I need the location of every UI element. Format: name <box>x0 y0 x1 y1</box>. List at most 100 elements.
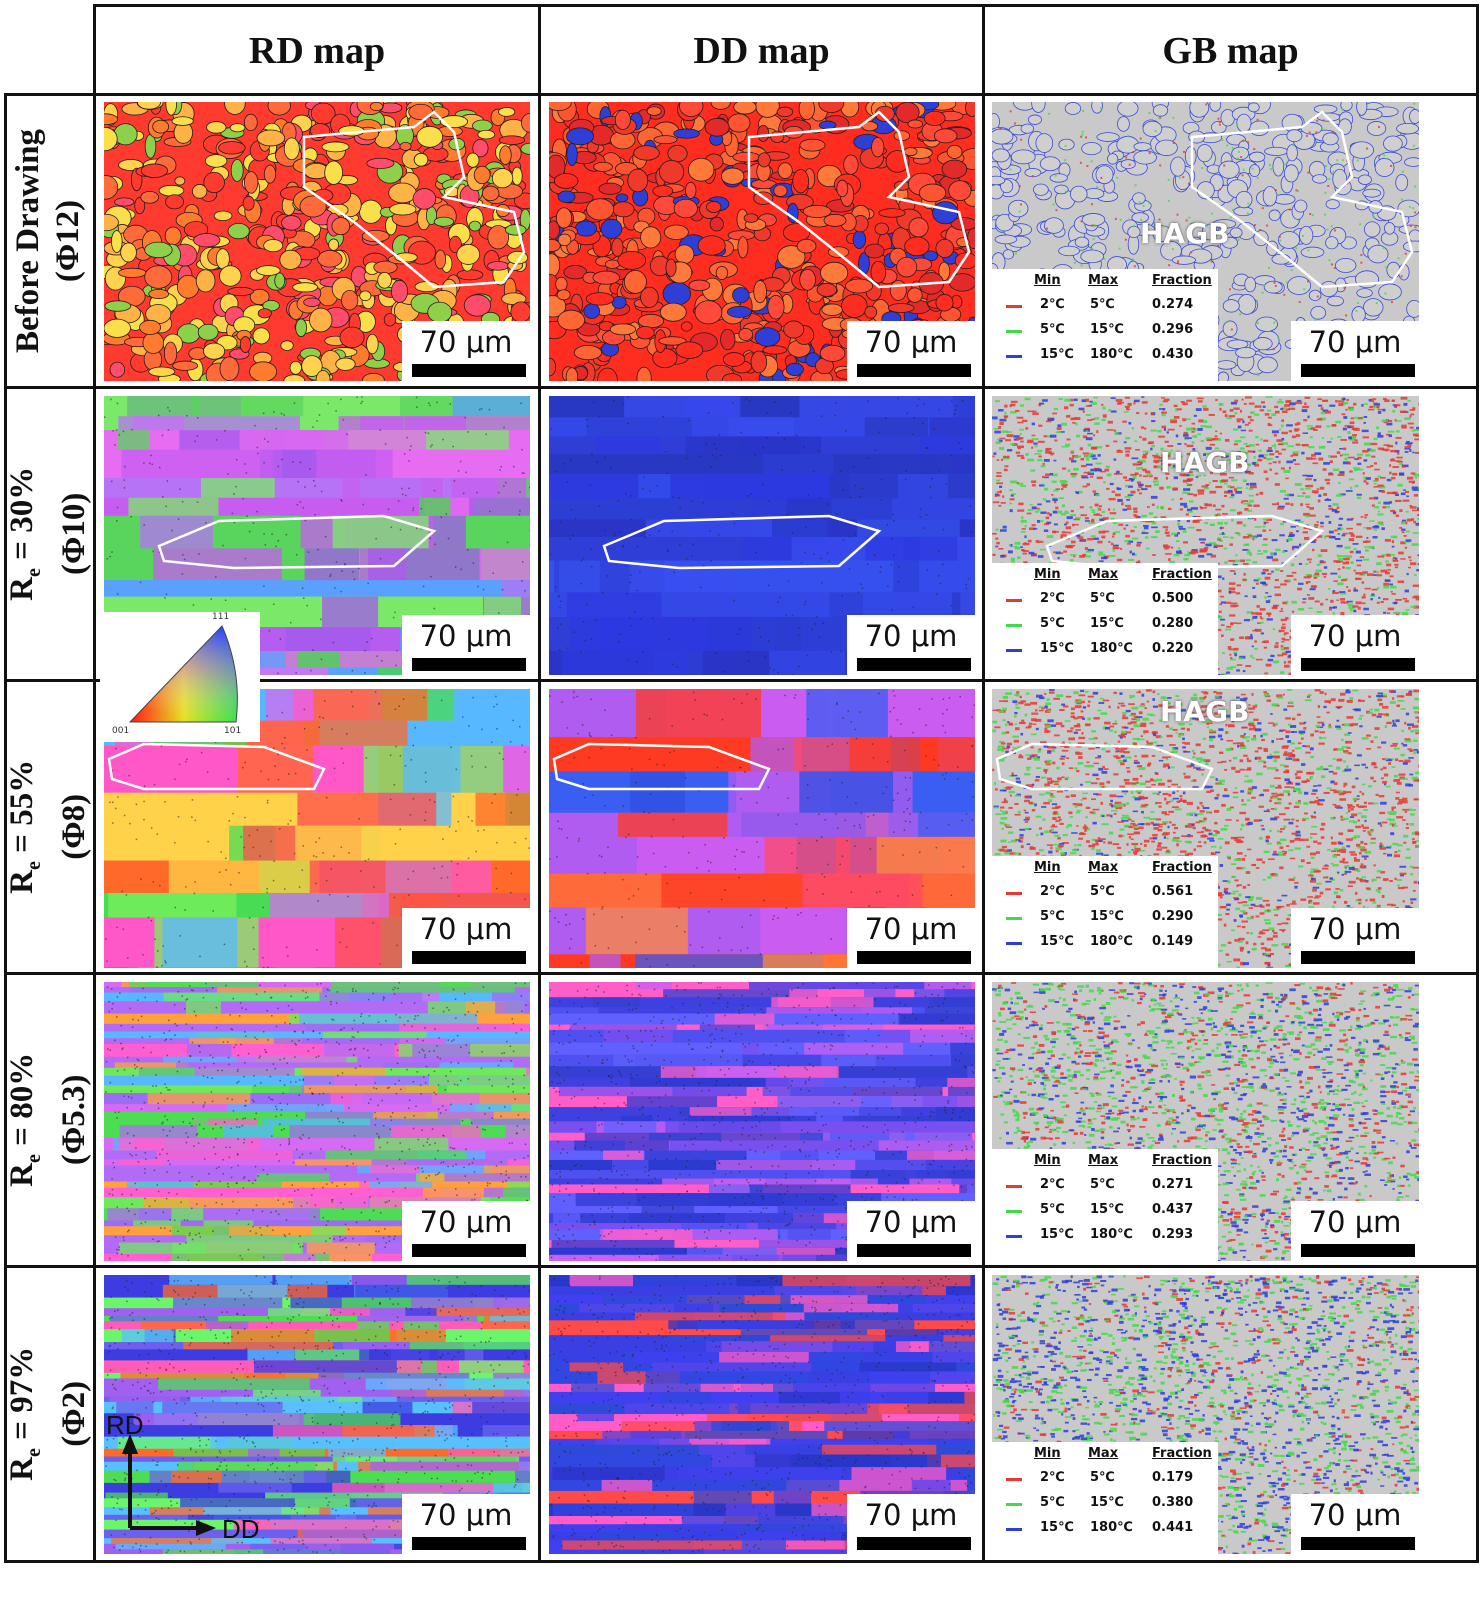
legend-min: 5℃ <box>1040 1202 1065 1217</box>
scale-bar-label: 70 μm <box>864 1205 958 1239</box>
legend-color-swatch <box>1006 305 1022 308</box>
legend-min: 5℃ <box>1040 322 1065 337</box>
grid-line <box>4 1265 1478 1268</box>
scale-bar: 70 μm <box>402 615 530 675</box>
legend-fraction: 0.274 <box>1152 297 1194 312</box>
misorientation-legend: Min Max Fraction 2℃ 5℃ 0.274 5℃ 15℃ 0.296 15℃ 180℃… <box>992 269 1218 381</box>
hagb-label: HAGB <box>1160 446 1250 479</box>
legend-min: 2℃ <box>1040 884 1065 899</box>
misorientation-legend: Min Max Fraction 2℃ 5℃ 0.561 5℃ 15℃ 0.290 15℃ 180℃… <box>992 856 1218 968</box>
scale-bar-line <box>857 364 971 377</box>
legend-header-max: Max <box>1088 1153 1119 1168</box>
legend-fraction: 0.293 <box>1152 1227 1194 1242</box>
row-label-re30: Re = 30% (Φ10) <box>4 466 92 602</box>
legend-color-swatch <box>1006 892 1022 895</box>
scale-bar: 70 μm <box>1291 321 1419 381</box>
axis-label-rd: RD <box>106 1410 144 1440</box>
column-header-rd: RD map <box>248 30 386 72</box>
legend-min: 15℃ <box>1040 934 1074 949</box>
legend-color-swatch <box>1006 1478 1022 1481</box>
grid-line <box>4 1560 1478 1563</box>
legend-fraction: 0.290 <box>1152 909 1194 924</box>
rd-map-panel-row1: 70 μm <box>104 102 530 381</box>
scale-bar-label: 70 μm <box>864 1498 958 1532</box>
scale-bar-label: 70 μm <box>419 1205 513 1239</box>
legend-min: 15℃ <box>1040 347 1074 362</box>
grid-line <box>4 972 1478 975</box>
legend-max: 15℃ <box>1090 322 1124 337</box>
ipf-label-111: 111 <box>212 612 230 622</box>
legend-fraction: 0.149 <box>1152 934 1194 949</box>
scale-bar: 70 μm <box>402 1494 530 1554</box>
legend-max: 180℃ <box>1090 1520 1133 1535</box>
scale-bar-label: 70 μm <box>419 912 513 946</box>
legend-fraction: 0.441 <box>1152 1520 1194 1535</box>
legend-fraction: 0.380 <box>1152 1495 1194 1510</box>
legend-header-min: Min <box>1034 1446 1061 1461</box>
scale-bar: 70 μm <box>847 615 975 675</box>
legend-max: 180℃ <box>1090 641 1133 656</box>
legend-color-swatch <box>1006 942 1022 945</box>
scale-bar-label: 70 μm <box>1308 1205 1402 1239</box>
scale-bar-line <box>857 1244 971 1257</box>
rd-map-panel-row5: 70 μm <box>104 1275 530 1554</box>
scale-bar-line <box>412 951 526 964</box>
ipf-label-001: 001 <box>112 726 130 736</box>
row-label-re97: Re = 97% (Φ2) <box>4 1346 92 1482</box>
legend-header-min: Min <box>1034 567 1061 582</box>
legend-max: 180℃ <box>1090 347 1133 362</box>
legend-header-max: Max <box>1088 860 1119 875</box>
scale-bar-line <box>1301 1244 1415 1257</box>
legend-max: 180℃ <box>1090 1227 1133 1242</box>
legend-fraction: 0.430 <box>1152 347 1194 362</box>
scale-bar: 70 μm <box>847 1201 975 1261</box>
scale-bar-line <box>857 1537 971 1550</box>
scale-bar-label: 70 μm <box>1308 619 1402 653</box>
legend-fraction: 0.561 <box>1152 884 1194 899</box>
legend-color-swatch <box>1006 355 1022 358</box>
dd-map-panel-row1: 70 μm <box>549 102 975 381</box>
dd-map-panel-row3: 70 μm <box>549 689 975 968</box>
legend-color-swatch <box>1006 599 1022 602</box>
legend-color-swatch <box>1006 330 1022 333</box>
grid-line <box>4 386 1478 389</box>
gb-map-panel-row3: HAGB Min Max Fraction 2℃ 5℃ 0.561 5℃ 15℃ 0.290 15℃… <box>992 689 1419 968</box>
dd-map-panel-row2: 70 μm <box>549 396 975 675</box>
scale-bar-label: 70 μm <box>1308 912 1402 946</box>
legend-fraction: 0.280 <box>1152 616 1194 631</box>
dd-map-panel-row4: 70 μm <box>549 982 975 1261</box>
grid-line <box>4 93 1478 96</box>
hagb-label: HAGB <box>1140 217 1230 250</box>
legend-fraction: 0.437 <box>1152 1202 1194 1217</box>
legend-min: 2℃ <box>1040 1177 1065 1192</box>
legend-max: 5℃ <box>1090 1470 1115 1485</box>
grid-line <box>1476 4 1479 1563</box>
legend-max: 15℃ <box>1090 1202 1124 1217</box>
legend-header-max: Max <box>1088 567 1119 582</box>
hagb-label: HAGB <box>1160 695 1250 728</box>
legend-fraction: 0.179 <box>1152 1470 1194 1485</box>
scale-bar-line <box>1301 951 1415 964</box>
legend-min: 5℃ <box>1040 909 1065 924</box>
legend-color-swatch <box>1006 1503 1022 1506</box>
misorientation-legend: Min Max Fraction 2℃ 5℃ 0.271 5℃ 15℃ 0.437 15℃ 180℃… <box>992 1149 1218 1261</box>
scale-bar: 70 μm <box>1291 615 1419 675</box>
scale-bar: 70 μm <box>847 321 975 381</box>
legend-min: 2℃ <box>1040 591 1065 606</box>
scale-bar-line <box>857 951 971 964</box>
legend-color-swatch <box>1006 1185 1022 1188</box>
sample-axes: RD DD <box>100 1410 290 1560</box>
ipf-triangle <box>128 625 238 723</box>
legend-fraction: 0.220 <box>1152 641 1194 656</box>
scale-bar-line <box>412 1537 526 1550</box>
legend-header-min: Min <box>1034 1153 1061 1168</box>
legend-min: 15℃ <box>1040 1227 1074 1242</box>
legend-fraction: 0.271 <box>1152 1177 1194 1192</box>
legend-header-min: Min <box>1034 860 1061 875</box>
legend-max: 5℃ <box>1090 297 1115 312</box>
legend-min: 5℃ <box>1040 1495 1065 1510</box>
grid-line <box>982 4 985 1563</box>
legend-header-max: Max <box>1088 1446 1119 1461</box>
legend-fraction: 0.500 <box>1152 591 1194 606</box>
